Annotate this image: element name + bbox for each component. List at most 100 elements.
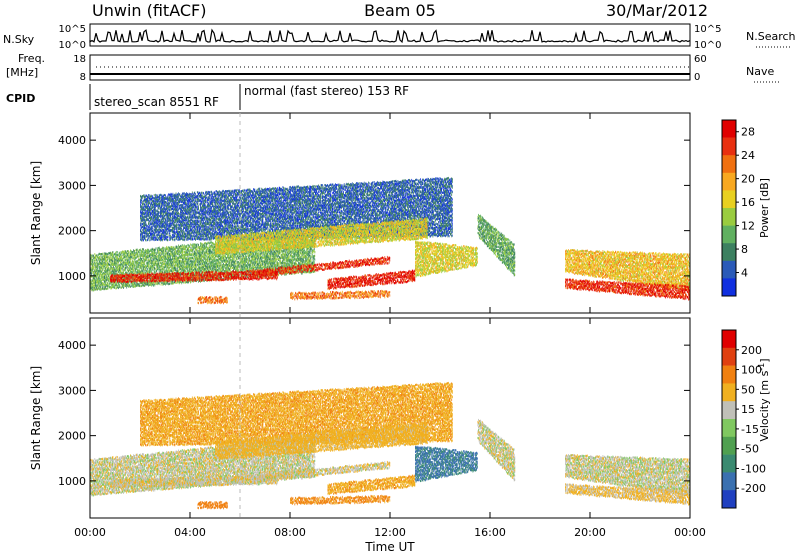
power-cell [191,266,192,268]
power-cell [251,253,252,255]
power-cell [191,268,192,270]
power-cell [139,283,140,285]
power-cell [258,276,259,278]
power-cell [108,267,109,269]
power-cell [101,255,102,257]
power-cell [248,255,249,257]
power-cell [186,252,187,254]
power-cell [213,246,214,248]
power-cell [231,263,232,265]
power-cell [141,258,142,260]
power-cell [203,254,204,256]
nsky-label: N.Sky [3,33,35,46]
power-cell [276,259,277,261]
cpid-mode-1: stereo_scan 8551 RF [94,95,219,109]
power-cell [213,252,214,254]
power-cell [224,257,225,259]
power-cell [196,260,197,262]
power-cell [231,259,232,261]
power-cell [218,258,219,260]
power-cell [218,260,219,262]
power-cell [178,248,179,250]
radar-summary-plot: Unwin (fitACF) Beam 05 30/Mar/2012 N.Sky… [0,0,800,554]
power-cell [168,259,169,261]
power-cell [146,283,147,285]
power-cell [133,253,134,255]
power-cell [231,265,232,267]
power-cell [138,258,139,260]
power-cell [148,265,149,267]
power-cell [151,256,152,258]
power-cell [226,257,227,259]
power-cell [131,256,132,258]
power-cell [123,251,124,253]
power-cell [111,288,112,290]
power-cell [133,249,134,251]
power-cell [181,256,182,258]
power-cell [141,253,142,255]
power-cell [223,266,224,268]
power-cell [261,251,262,253]
power-cell [258,267,259,269]
power-cell [196,263,197,265]
power-cell [166,256,167,258]
power-cell [119,284,120,286]
power-cell [111,263,112,265]
power-cell [168,246,169,248]
power-cell [163,263,164,265]
power-cell [139,252,140,254]
power-cell [241,265,242,267]
power-cell [113,258,114,260]
power-cell [127,266,128,268]
power-cell [146,270,147,272]
power-cell [128,286,129,288]
power-cell [196,244,197,246]
power-cell [235,263,236,265]
power-cell [228,265,229,267]
power-cell [111,271,112,273]
power-cell [126,285,127,287]
power-cell [106,257,107,259]
power-cell [106,253,107,255]
power-cell [173,282,174,284]
nave-right-bottom-tick: 0 [694,72,700,83]
power-cell [243,268,244,270]
power-cell [206,259,207,261]
power-cell [103,264,104,266]
power-cell [198,250,199,252]
power-cell [184,263,185,265]
power-cell [156,258,157,260]
power-cell [161,269,162,271]
power-cell [116,282,117,284]
power-cell [246,261,247,263]
power-cell [128,256,129,258]
power-cell [106,284,107,286]
power-cell [163,283,164,285]
power-cell [191,264,192,266]
power-cell [133,284,134,286]
power-cell [164,247,165,249]
power-cell [158,260,159,262]
power-cell [153,269,154,271]
power-cell [141,258,142,260]
power-cell [151,266,152,268]
power-cell [268,255,269,257]
power-cell [206,243,207,245]
nsearch-label: N.Search [746,30,796,43]
power-cell [128,267,129,269]
power-cell [276,264,277,266]
power-cell [99,275,100,277]
power-cell [91,261,92,263]
power-cell [201,247,202,249]
power-cell [148,259,149,261]
power-cell [123,270,124,272]
power-cell [211,250,212,252]
power-cell [183,268,184,270]
power-cell [176,253,177,255]
power-cell [131,261,132,263]
power-cell [208,247,209,249]
power-cell [171,246,172,248]
power-cell [92,255,93,257]
power-cell [208,266,209,268]
power-cell [223,259,224,261]
